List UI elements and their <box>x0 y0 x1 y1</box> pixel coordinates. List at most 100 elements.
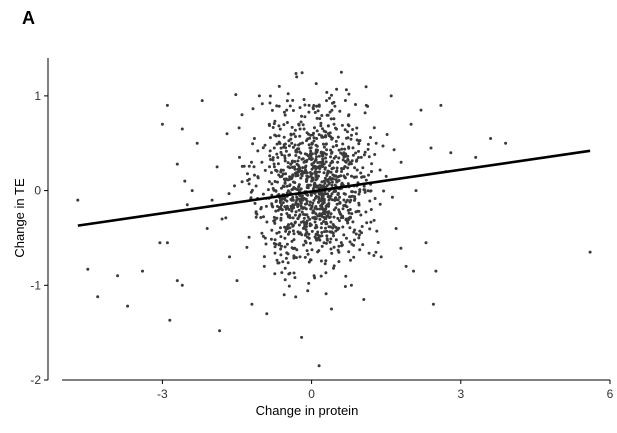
data-point <box>249 196 253 200</box>
data-point <box>284 149 288 153</box>
data-point <box>347 250 351 254</box>
data-point <box>210 198 214 202</box>
data-point <box>370 162 374 166</box>
data-point <box>308 203 312 207</box>
data-point <box>286 161 290 165</box>
data-point <box>313 126 316 130</box>
data-point <box>320 222 324 225</box>
data-point <box>279 253 283 257</box>
data-point <box>294 295 298 299</box>
data-point <box>340 147 344 151</box>
data-point <box>370 170 373 173</box>
data-point <box>474 155 478 159</box>
data-point <box>296 170 300 174</box>
data-point <box>293 220 297 224</box>
data-point <box>318 167 322 170</box>
data-point <box>361 166 365 170</box>
data-point <box>331 173 335 177</box>
data-point <box>305 202 309 206</box>
y-tick-label: 1 <box>34 89 41 103</box>
data-point <box>268 136 272 140</box>
data-point <box>268 94 272 98</box>
data-point <box>339 241 343 245</box>
data-point <box>313 276 317 280</box>
data-point <box>292 203 295 207</box>
data-point <box>293 167 297 171</box>
data-point <box>335 143 338 147</box>
data-point <box>385 133 389 136</box>
data-point <box>274 209 278 213</box>
data-point <box>289 222 293 226</box>
data-point <box>320 231 324 234</box>
data-point <box>320 244 324 248</box>
data-point <box>273 245 277 249</box>
data-point <box>306 175 310 179</box>
data-point <box>246 172 249 176</box>
data-point <box>357 142 361 146</box>
data-point <box>349 258 352 262</box>
data-point <box>333 183 337 187</box>
data-point <box>327 178 330 181</box>
data-point <box>126 304 130 308</box>
data-point <box>310 142 314 146</box>
data-point <box>305 131 309 135</box>
data-point <box>295 248 299 252</box>
data-point <box>345 236 348 240</box>
data-point <box>320 135 324 139</box>
data-point <box>301 171 305 175</box>
data-point <box>294 210 298 214</box>
data-point <box>285 108 289 112</box>
data-point <box>252 137 256 140</box>
data-point <box>317 103 321 107</box>
data-point <box>354 103 357 106</box>
data-point <box>330 183 334 187</box>
data-point <box>588 250 592 254</box>
data-point <box>303 152 307 156</box>
data-point <box>293 165 296 169</box>
data-point <box>278 127 282 131</box>
data-point <box>272 165 276 169</box>
data-point <box>292 132 296 136</box>
data-point <box>324 204 328 208</box>
data-point <box>289 162 293 166</box>
data-point <box>175 162 179 166</box>
data-point <box>256 149 260 153</box>
data-point <box>302 127 306 131</box>
data-point <box>291 216 295 220</box>
data-point <box>356 209 360 213</box>
data-point <box>267 180 271 184</box>
data-point <box>280 271 284 275</box>
data-point <box>354 132 358 136</box>
data-point <box>116 274 120 278</box>
data-point <box>168 318 172 322</box>
data-point <box>321 142 325 146</box>
data-point <box>297 223 301 227</box>
data-point <box>330 251 334 255</box>
x-tick-label: 0 <box>308 387 315 401</box>
data-point <box>414 189 418 193</box>
data-point <box>279 146 283 150</box>
data-point <box>242 164 246 168</box>
data-point <box>318 217 322 221</box>
data-point <box>310 157 314 161</box>
data-point <box>334 174 338 178</box>
data-point <box>332 122 336 126</box>
data-point <box>360 231 363 235</box>
data-point <box>369 136 372 139</box>
data-point <box>337 244 341 248</box>
data-point <box>343 159 347 163</box>
data-point <box>297 143 300 147</box>
data-point <box>190 189 194 193</box>
data-point <box>379 255 383 259</box>
data-point <box>308 152 312 156</box>
data-point <box>280 186 283 190</box>
data-point <box>331 145 335 149</box>
data-point <box>330 307 333 311</box>
data-point <box>285 184 289 188</box>
data-point <box>337 148 341 152</box>
data-point <box>347 162 351 166</box>
data-point <box>288 230 291 234</box>
data-point <box>341 142 345 146</box>
y-tick-label: 0 <box>34 184 41 198</box>
